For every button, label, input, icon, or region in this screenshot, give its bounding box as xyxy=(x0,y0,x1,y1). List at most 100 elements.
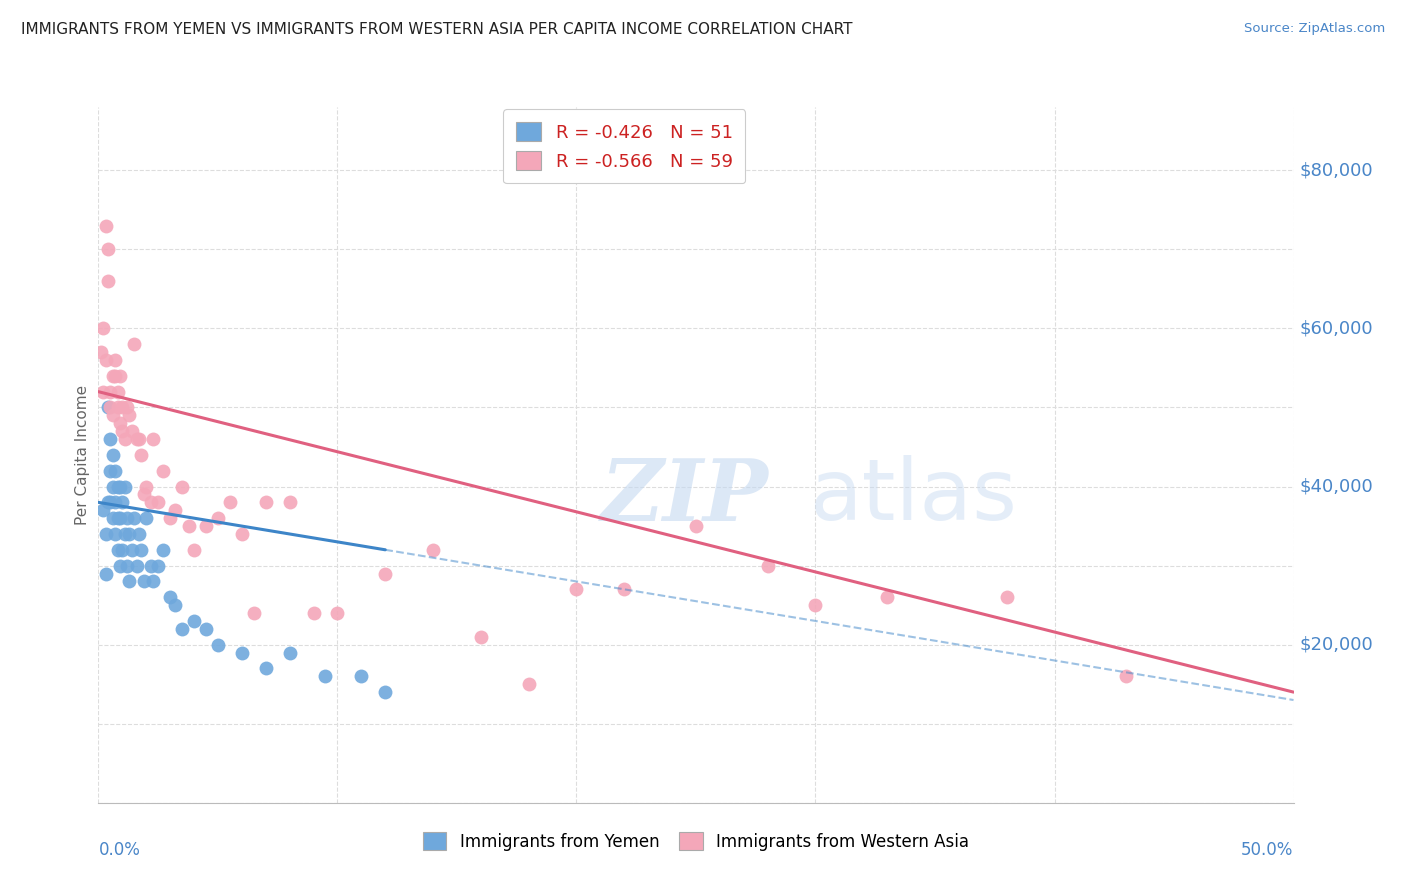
Point xyxy=(125,432,148,446)
Point xyxy=(94,219,117,233)
Point xyxy=(278,495,301,509)
Point xyxy=(114,479,136,493)
Point xyxy=(94,527,117,541)
Point xyxy=(422,542,444,557)
Point xyxy=(114,432,136,446)
Text: atlas: atlas xyxy=(810,455,1018,538)
Point xyxy=(101,511,124,525)
Point xyxy=(107,401,129,415)
Text: ZIP: ZIP xyxy=(600,455,768,539)
Point xyxy=(142,432,165,446)
Point xyxy=(104,368,127,383)
Point xyxy=(91,503,114,517)
Point xyxy=(132,487,155,501)
Point xyxy=(804,598,827,612)
Point xyxy=(108,558,131,573)
Point xyxy=(108,417,131,431)
Point xyxy=(613,582,636,597)
Point xyxy=(142,574,165,589)
Point xyxy=(219,495,242,509)
Point xyxy=(97,495,120,509)
Point xyxy=(118,409,141,423)
Point xyxy=(104,495,127,509)
Text: $60,000: $60,000 xyxy=(1299,319,1374,337)
Text: Source: ZipAtlas.com: Source: ZipAtlas.com xyxy=(1244,22,1385,36)
Point xyxy=(108,368,131,383)
Point xyxy=(101,409,124,423)
Point xyxy=(98,401,122,415)
Point xyxy=(179,519,201,533)
Y-axis label: Per Capita Income: Per Capita Income xyxy=(75,384,90,525)
Point xyxy=(139,495,162,509)
Point xyxy=(98,464,122,478)
Point xyxy=(326,606,349,620)
Point xyxy=(152,464,174,478)
Point xyxy=(97,274,120,288)
Point xyxy=(107,542,129,557)
Point xyxy=(108,479,131,493)
Point xyxy=(183,614,205,628)
Point xyxy=(876,591,898,605)
Text: $80,000: $80,000 xyxy=(1299,161,1374,179)
Text: $20,000: $20,000 xyxy=(1299,636,1374,654)
Point xyxy=(101,479,124,493)
Point xyxy=(470,630,492,644)
Point xyxy=(278,646,301,660)
Text: 0.0%: 0.0% xyxy=(98,841,141,859)
Point xyxy=(118,574,141,589)
Point xyxy=(1115,669,1137,683)
Point xyxy=(152,542,174,557)
Point xyxy=(98,432,122,446)
Point xyxy=(231,646,253,660)
Point xyxy=(565,582,588,597)
Point xyxy=(111,401,134,415)
Point xyxy=(111,424,134,438)
Point xyxy=(115,558,138,573)
Point xyxy=(194,622,217,636)
Point xyxy=(107,479,129,493)
Point xyxy=(139,558,162,573)
Point xyxy=(107,384,129,399)
Point xyxy=(207,638,229,652)
Point xyxy=(132,574,155,589)
Point xyxy=(163,598,186,612)
Point xyxy=(172,479,194,493)
Point xyxy=(756,558,779,573)
Point xyxy=(350,669,373,683)
Point xyxy=(148,558,170,573)
Point xyxy=(125,558,148,573)
Point xyxy=(97,243,120,257)
Point xyxy=(98,384,122,399)
Point xyxy=(104,353,127,368)
Point xyxy=(685,519,707,533)
Point xyxy=(121,424,143,438)
Point xyxy=(302,606,325,620)
Point xyxy=(135,511,157,525)
Point xyxy=(115,401,138,415)
Text: 50.0%: 50.0% xyxy=(1241,841,1294,859)
Text: $40,000: $40,000 xyxy=(1299,477,1374,496)
Point xyxy=(94,353,117,368)
Point xyxy=(101,448,124,462)
Point xyxy=(121,542,143,557)
Legend: Immigrants from Yemen, Immigrants from Western Asia: Immigrants from Yemen, Immigrants from W… xyxy=(413,822,979,861)
Point xyxy=(159,511,181,525)
Point xyxy=(254,661,277,675)
Point xyxy=(315,669,337,683)
Point xyxy=(374,566,396,581)
Point xyxy=(111,542,134,557)
Point xyxy=(91,321,114,335)
Point xyxy=(254,495,277,509)
Point xyxy=(163,503,186,517)
Point xyxy=(97,401,120,415)
Point xyxy=(207,511,229,525)
Point xyxy=(94,566,117,581)
Point xyxy=(243,606,266,620)
Point xyxy=(995,591,1018,605)
Point xyxy=(104,527,127,541)
Point xyxy=(131,542,153,557)
Point xyxy=(124,337,146,351)
Point xyxy=(374,685,396,699)
Point xyxy=(124,511,146,525)
Point xyxy=(107,511,129,525)
